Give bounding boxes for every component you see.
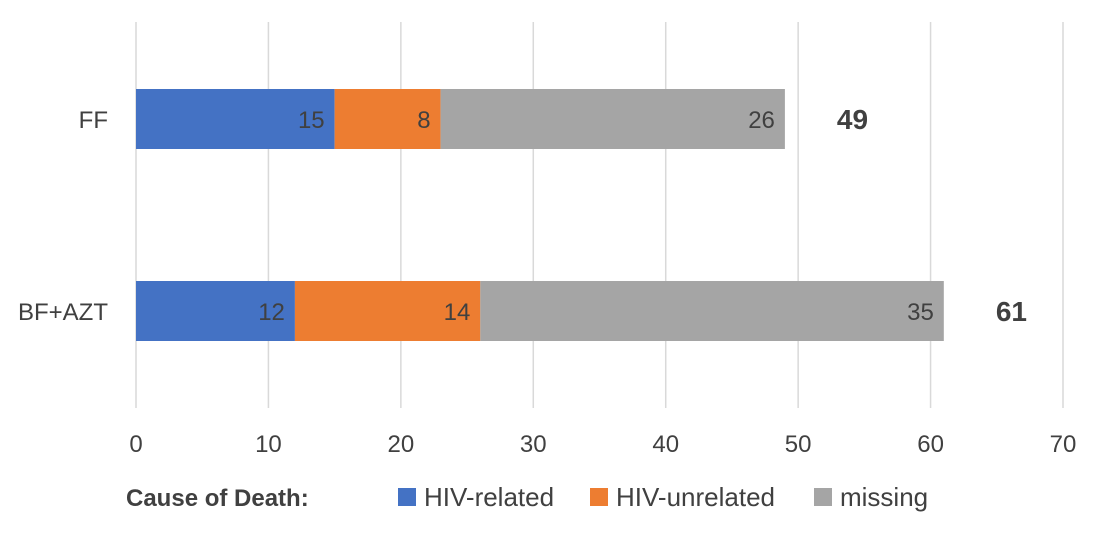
x-tick-labels: 0 10 20 30 40 50 60 70 [129, 431, 1076, 458]
bar-bf-azt-hiv-related [136, 281, 295, 341]
data-label: 12 [258, 299, 285, 326]
legend-swatch-hiv-unrelated [590, 488, 608, 506]
x-tick-label-40: 40 [652, 431, 679, 458]
legend-label-hiv-unrelated: HIV-unrelated [616, 482, 775, 512]
gridlines [135, 22, 1064, 408]
bar-bf-azt-missing [480, 281, 944, 341]
x-tick-label-50: 50 [785, 431, 812, 458]
data-label: 26 [748, 107, 775, 134]
data-label: 14 [444, 299, 471, 326]
bar-ff-missing [440, 89, 785, 149]
x-tick-label-0: 0 [129, 431, 142, 458]
bar-bf-azt-hiv-unrelated [294, 281, 481, 341]
x-tick-label-70: 70 [1050, 431, 1077, 458]
legend-swatch-hiv-related [398, 488, 416, 506]
category-label: FF [79, 107, 108, 134]
x-tick-label-30: 30 [520, 431, 547, 458]
legend: Cause of Death: HIV-related HIV-unrelated… [126, 482, 928, 512]
data-label: 8 [417, 107, 430, 134]
x-tick-label-60: 60 [917, 431, 944, 458]
legend-label-hiv-related: HIV-related [424, 482, 554, 512]
legend-label-missing: missing [840, 482, 928, 512]
bar-ff-hiv-related [136, 89, 335, 149]
category-label: BF+AZT [18, 299, 108, 326]
data-label: 35 [907, 299, 934, 326]
category-labels: FF BF+AZT [18, 107, 108, 326]
x-tick-label-10: 10 [255, 431, 282, 458]
x-tick-label-20: 20 [388, 431, 415, 458]
total-label: 49 [837, 104, 868, 135]
bars: 15 8 26 49 12 14 35 61 [136, 89, 1027, 341]
bar-ff-hiv-unrelated [334, 89, 441, 149]
total-label: 61 [996, 296, 1027, 327]
legend-title: Cause of Death: [126, 485, 309, 512]
legend-swatch-missing [814, 488, 832, 506]
data-label: 15 [298, 107, 325, 134]
